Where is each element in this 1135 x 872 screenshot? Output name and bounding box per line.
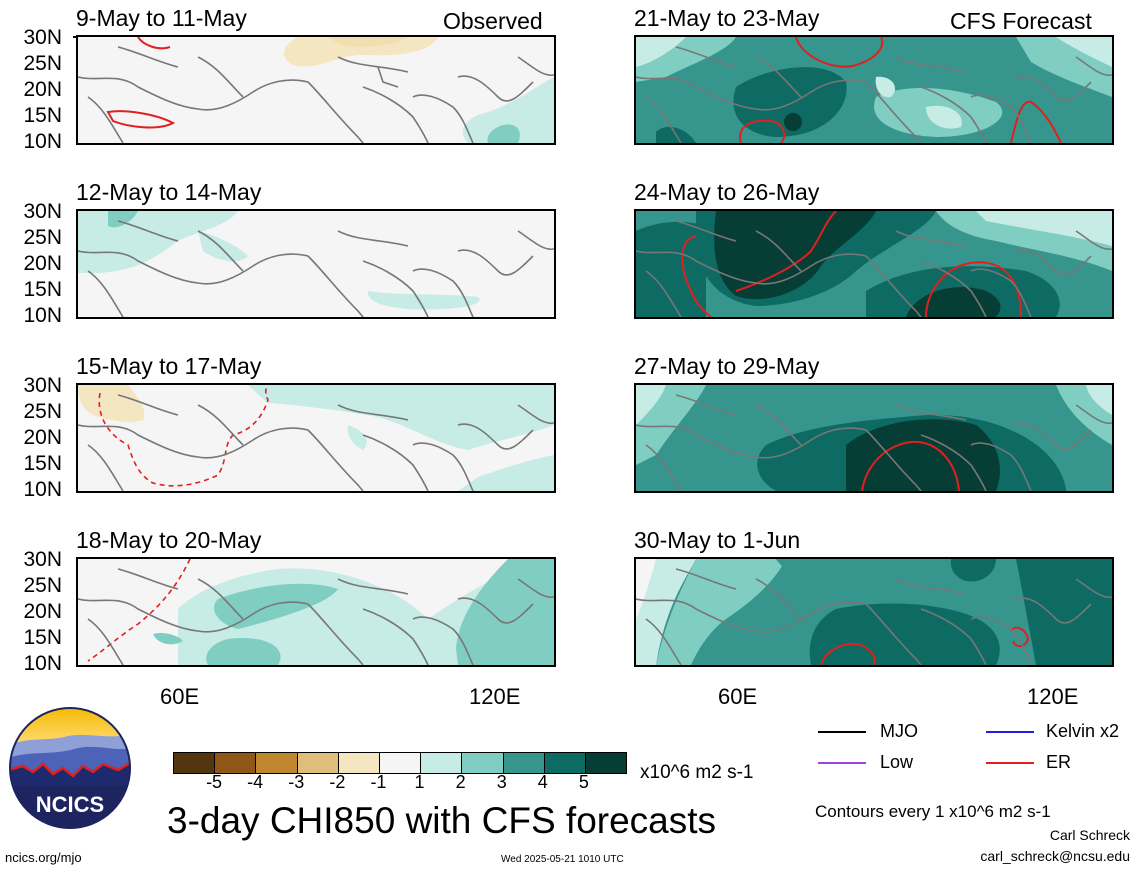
timestamp: Wed 2025-05-21 1010 UTC: [501, 854, 624, 865]
lat-label: 20N: [23, 426, 62, 449]
lat-label: 10N: [23, 130, 62, 153]
panel-title-5: 21-May to 23-May: [634, 5, 820, 31]
observed-label: Observed: [443, 8, 543, 34]
legend-swatch-low: [818, 762, 866, 764]
contour-note: Contours every 1 x10^6 m2 s-1: [815, 802, 1051, 821]
lon-label-60e-left: 60E: [160, 684, 200, 709]
legend-swatch-kelvin: [986, 731, 1034, 733]
main-title: 3-day CHI850 with CFS forecasts: [167, 800, 717, 841]
colorbar-swatch: [214, 753, 256, 773]
lat-label: 25N: [23, 574, 62, 597]
legend-label-kelvin: Kelvin x2: [1046, 721, 1120, 741]
colorbar: [173, 752, 627, 774]
colorbar-swatch: [174, 753, 215, 773]
colorbar-swatch: [255, 753, 297, 773]
author-name: Carl Schreck: [1049, 827, 1130, 843]
colorbar-tick-label: -2: [329, 772, 346, 792]
map-panel-1: [76, 35, 556, 145]
lat-label: 20N: [23, 78, 62, 101]
panel-title-7: 27-May to 29-May: [634, 353, 820, 379]
lat-label: 30N: [23, 374, 62, 397]
lat-label: 10N: [23, 304, 62, 327]
lon-label-120e-right: 120E: [1027, 684, 1079, 709]
legend-swatch-mjo: [818, 731, 866, 733]
logo-text: NCICS: [36, 792, 104, 817]
map-panel-5: [634, 35, 1114, 145]
lat-label: 25N: [23, 52, 62, 75]
map-panel-7: [634, 383, 1114, 493]
lon-label-120e-left: 120E: [469, 684, 521, 709]
colorbar-swatch: [461, 753, 503, 773]
legend-swatch-er: [986, 762, 1034, 764]
colorbar-tick-label: -5: [206, 772, 223, 792]
colorbar-tick-label: 5: [578, 772, 589, 792]
map-panel-3: [76, 383, 556, 493]
colorbar-swatch: [296, 753, 338, 773]
panel-title-4: 18-May to 20-May: [76, 527, 262, 553]
map-panel-8: [634, 557, 1114, 667]
cfs-forecast-label: CFS Forecast: [950, 8, 1092, 34]
colorbar-swatch: [337, 753, 379, 773]
lat-label: 15N: [23, 452, 62, 475]
lat-label: 30N: [23, 26, 62, 49]
colorbar-swatch: [543, 753, 585, 773]
lat-label: 10N: [23, 652, 62, 675]
lat-label: 30N: [23, 548, 62, 571]
colorbar-tick-label: 3: [496, 772, 507, 792]
site-url[interactable]: ncics.org/mjo: [5, 850, 82, 865]
colorbar-tick-label: 1: [414, 772, 425, 792]
colorbar-tick-label: 4: [537, 772, 548, 792]
colorbar-swatch: [584, 753, 627, 773]
lat-label: 15N: [23, 626, 62, 649]
colorbar-swatch: [420, 753, 462, 773]
lat-label: 20N: [23, 252, 62, 275]
legend-label-er: ER: [1046, 752, 1072, 772]
lat-label: 15N: [23, 104, 62, 127]
panel-title-6: 24-May to 26-May: [634, 179, 820, 205]
legend-label-low: Low: [880, 752, 914, 772]
lon-label-60e-right: 60E: [718, 684, 758, 709]
panel-title-1: 9-May to 11-May: [76, 5, 247, 31]
colorbar-tick-label: -1: [370, 772, 387, 792]
map-panel-2: [76, 209, 556, 319]
map-panel-6: [634, 209, 1114, 319]
lat-label: 30N: [23, 200, 62, 223]
ncics-logo: NCICS: [8, 706, 132, 830]
colorbar-swatch: [502, 753, 544, 773]
colorbar-units: x10^6 m2 s-1: [640, 762, 754, 783]
map-panel-4: [76, 557, 556, 667]
panel-title-2: 12-May to 14-May: [76, 179, 262, 205]
lat-label: 25N: [23, 400, 62, 423]
lat-label: 20N: [23, 600, 62, 623]
legend-label-mjo: MJO: [880, 721, 918, 741]
lat-label: 10N: [23, 478, 62, 501]
colorbar-swatch: [378, 753, 421, 773]
panel-title-8: 30-May to 1-Jun: [634, 527, 801, 553]
panel-title-3: 15-May to 17-May: [76, 353, 262, 379]
colorbar-tick-label: 2: [455, 772, 466, 792]
colorbar-tick-label: -4: [247, 772, 264, 792]
colorbar-tick-label: -3: [288, 772, 305, 792]
lat-label: 15N: [23, 278, 62, 301]
author-email[interactable]: carl_schreck@ncsu.edu: [980, 848, 1130, 864]
lat-label: 25N: [23, 226, 62, 249]
tick: [73, 36, 77, 38]
